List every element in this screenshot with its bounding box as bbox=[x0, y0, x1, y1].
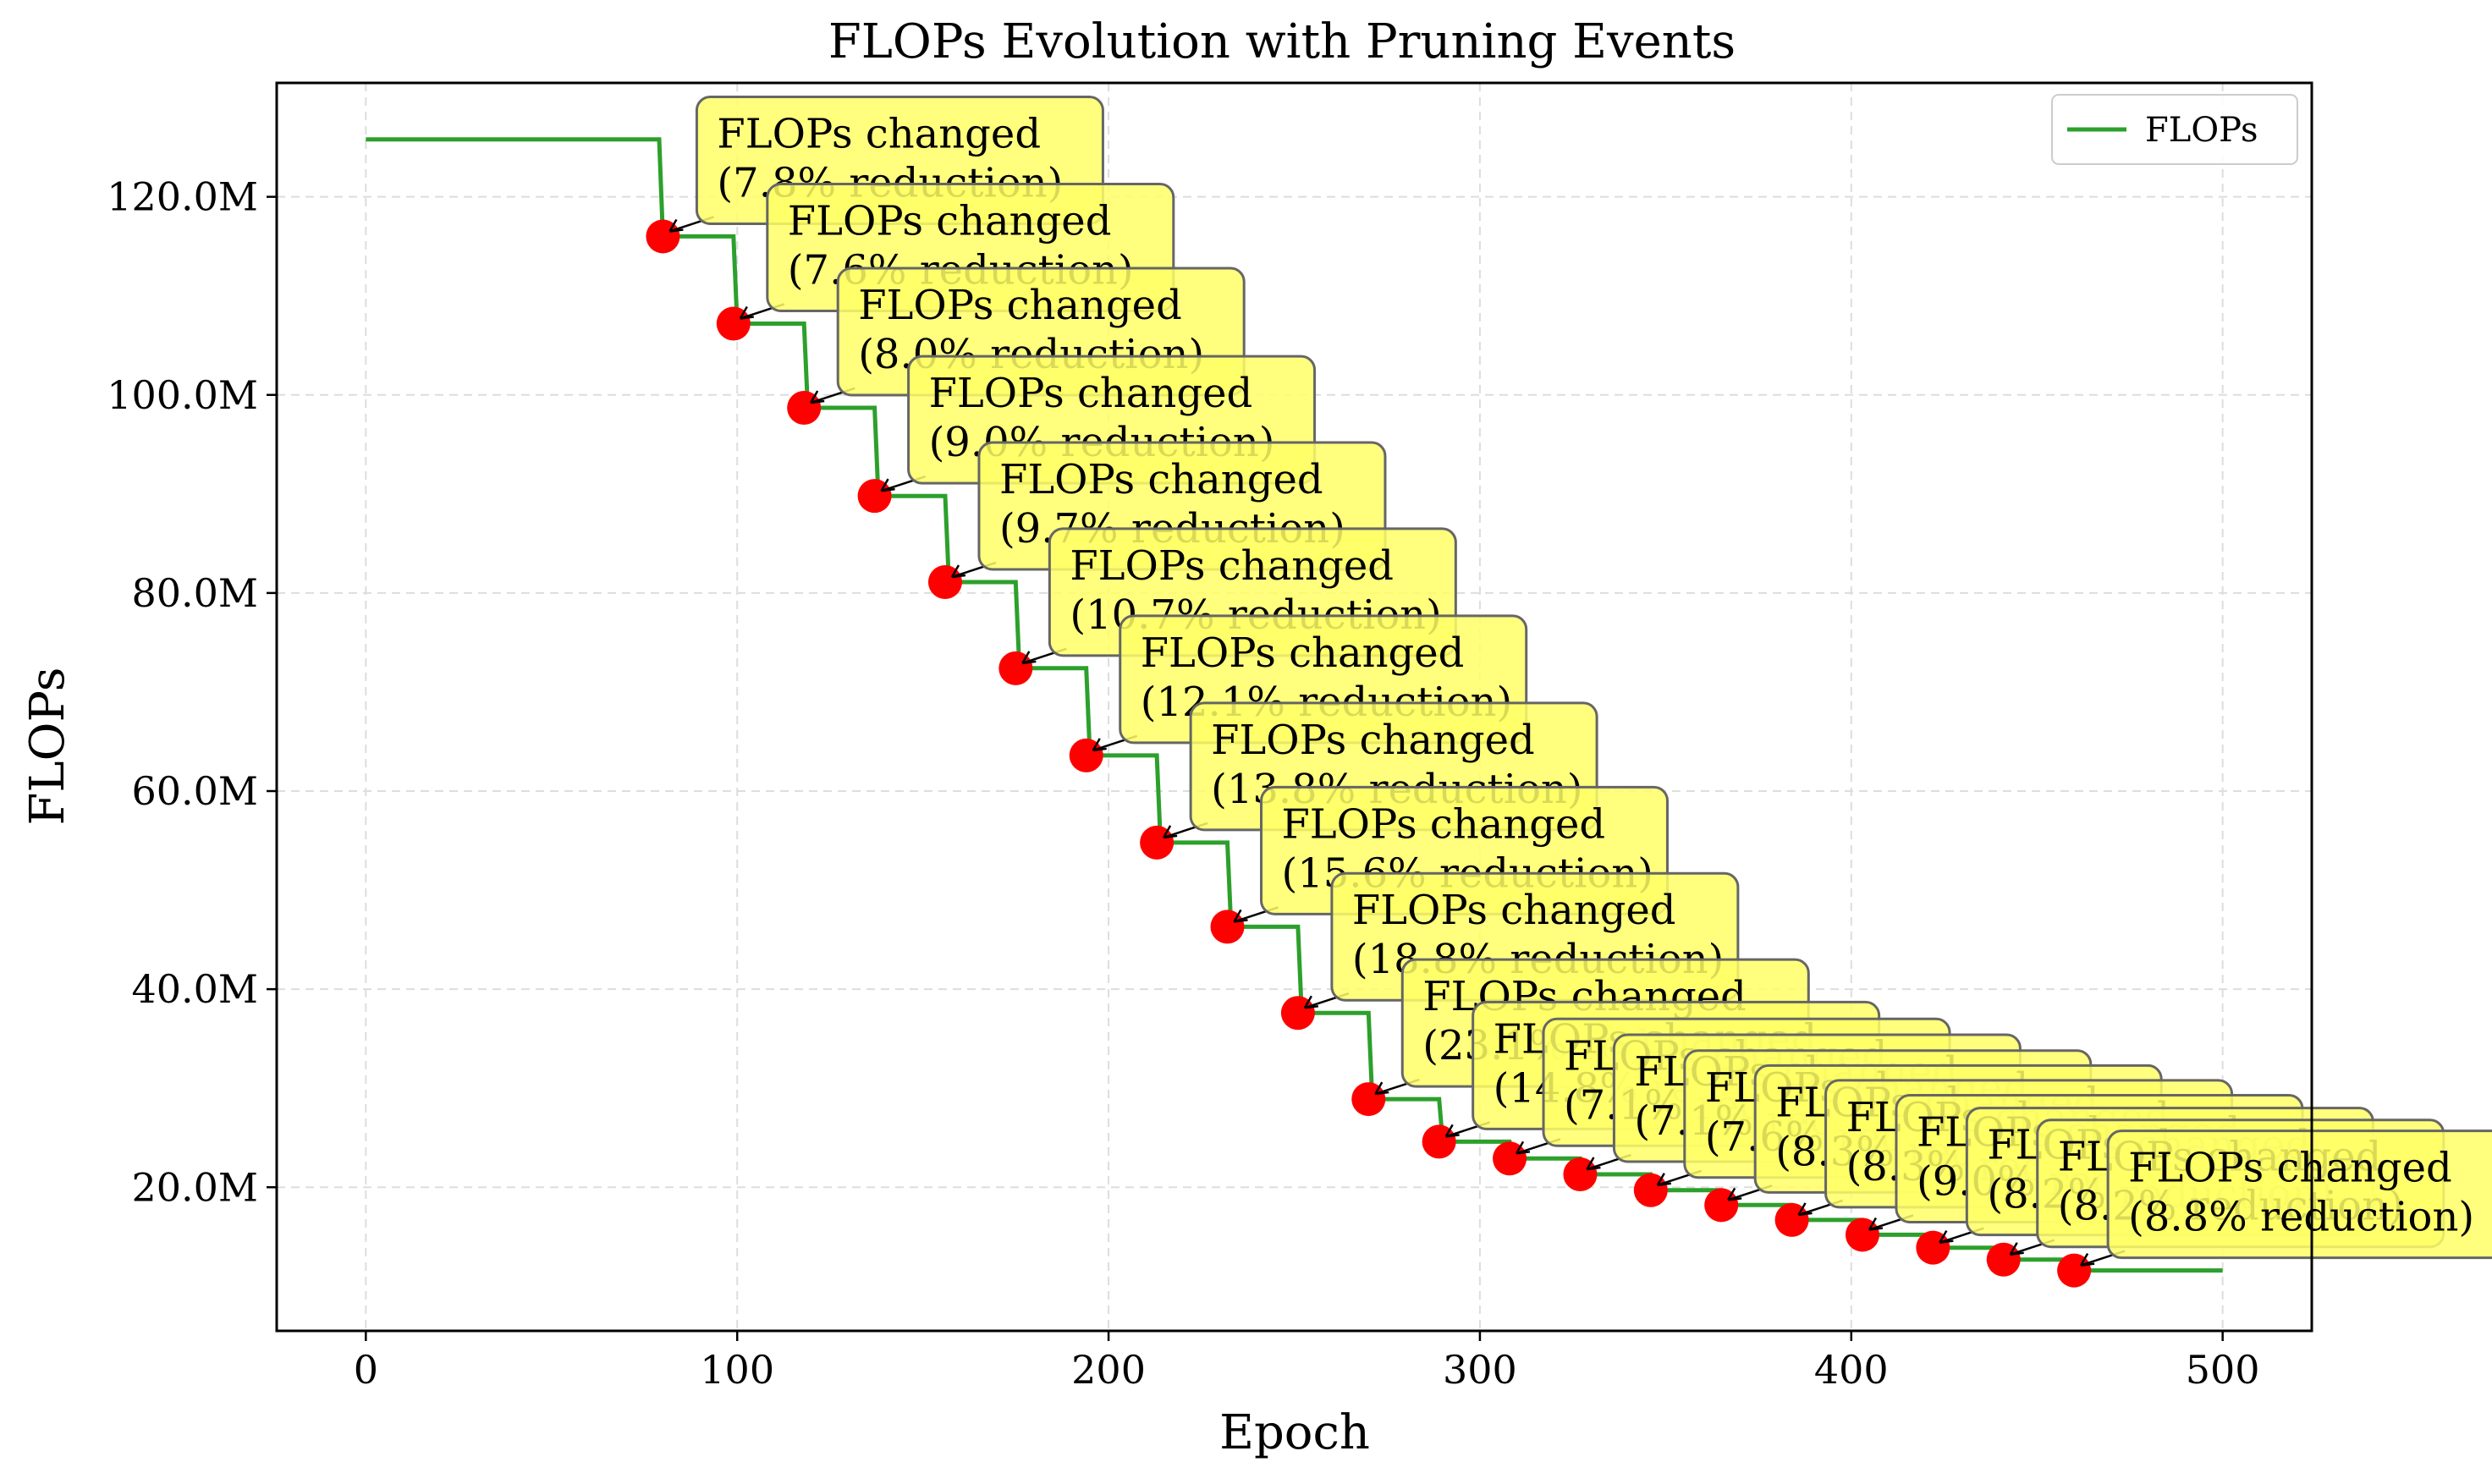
pruning-annotations: FLOPs changed(7.8% reduction)FLOPs chang… bbox=[668, 95, 2492, 1267]
legend-label: FLOPs bbox=[2145, 111, 2258, 150]
annotation-arrowhead bbox=[668, 218, 684, 233]
annotation-arrowhead bbox=[1233, 909, 1248, 923]
y-tick-label: 60.0M bbox=[131, 768, 258, 814]
x-tick-label: 100 bbox=[700, 1347, 774, 1393]
annotation-arrowhead bbox=[880, 478, 895, 492]
annotation-label: FLOPs changed bbox=[1352, 887, 1676, 934]
annotation-arrowhead bbox=[1163, 825, 1178, 839]
x-tick-label: 400 bbox=[1814, 1347, 1889, 1393]
annotation-label: FLOPs changed bbox=[929, 370, 1253, 417]
y-tick-label: 100.0M bbox=[107, 372, 258, 418]
x-tick-label: 500 bbox=[2186, 1347, 2260, 1393]
plot-frame bbox=[275, 81, 2313, 1333]
legend-box bbox=[2051, 94, 2298, 165]
annotation-arrowhead bbox=[1586, 1157, 1601, 1171]
y-tick-label: 80.0M bbox=[131, 570, 258, 616]
annotation-arrowhead bbox=[1444, 1124, 1460, 1138]
annotation-arrowhead bbox=[2009, 1242, 2024, 1256]
annotation-label: FLOPs changed bbox=[858, 282, 1182, 329]
pruning-annotation: FLOPs changed(8.8% reduction) bbox=[2080, 1129, 2492, 1267]
annotation-arrowhead bbox=[1727, 1187, 1742, 1201]
annotation-arrowhead bbox=[1797, 1202, 1813, 1217]
x-tick-label: 200 bbox=[1071, 1347, 1146, 1393]
annotation-arrowhead bbox=[1656, 1173, 1671, 1187]
y-tick-label: 20.0M bbox=[131, 1164, 258, 1210]
annotation-label: FLOPs changed bbox=[1211, 717, 1535, 764]
annotation-arrowhead bbox=[1939, 1230, 1954, 1244]
annotation-arrowhead bbox=[2080, 1252, 2095, 1267]
annotation-label: FLOPs changed bbox=[999, 456, 1323, 503]
annotation-arrowhead bbox=[739, 305, 754, 320]
chart-title: FLOPs Evolution with Pruning Events bbox=[828, 14, 1736, 69]
x-axis-label: Epoch bbox=[1219, 1405, 1370, 1460]
annotation-label: FLOPs changed bbox=[2128, 1145, 2452, 1192]
annotation-arrowhead bbox=[1374, 1081, 1389, 1096]
annotation-arrowhead bbox=[1515, 1140, 1531, 1155]
annotation-arrowhead bbox=[1303, 995, 1319, 1009]
y-tick-label: 40.0M bbox=[131, 966, 258, 1012]
annotation-arrowhead bbox=[1092, 738, 1107, 752]
annotation-label: FLOPs changed bbox=[1070, 542, 1394, 590]
legend: FLOPs bbox=[2051, 94, 2298, 165]
y-ticks: 20.0M 40.0M 60.0M 80.0M 100.0M 120.0M bbox=[107, 174, 277, 1210]
annotation-label: FLOPs changed bbox=[717, 110, 1041, 157]
y-axis-label: FLOPs bbox=[20, 668, 75, 826]
annotation-label: (8.8% reduction) bbox=[2128, 1194, 2474, 1241]
annotation-label: FLOPs changed bbox=[1282, 800, 1606, 848]
annotation-arrowhead bbox=[810, 390, 825, 404]
annotation-arrowhead bbox=[1021, 651, 1037, 665]
x-tick-label: 0 bbox=[354, 1347, 378, 1393]
annotation-arrowhead bbox=[950, 564, 966, 579]
annotation-label: FLOPs changed bbox=[788, 197, 1112, 245]
x-tick-label: 300 bbox=[1443, 1347, 1517, 1393]
annotation-label: FLOPs changed bbox=[1141, 629, 1465, 677]
y-tick-label: 120.0M bbox=[107, 174, 258, 220]
annotation-arrowhead bbox=[1868, 1217, 1884, 1231]
x-ticks: 0 100 200 300 400 500 bbox=[354, 1331, 2260, 1393]
